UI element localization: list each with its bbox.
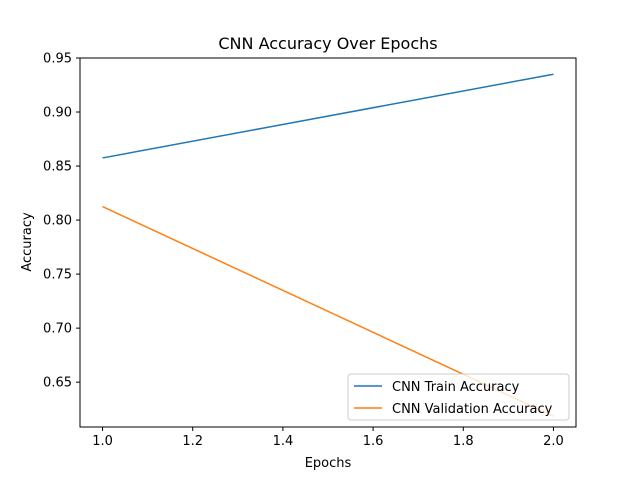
x-axis-ticks: 1.0 1.2 1.4 1.6 1.8 2.0 (92, 427, 564, 449)
x-tick-label: 1.8 (453, 434, 474, 449)
legend-label-train: CNN Train Accuracy (392, 380, 520, 395)
legend: CNN Train Accuracy CNN Validation Accura… (347, 373, 570, 421)
plot-frame (79, 57, 577, 428)
legend-label-validation: CNN Validation Accuracy (392, 402, 553, 417)
chart-title: CNN Accuracy Over Epochs (218, 34, 437, 53)
y-tick-label: 0.75 (43, 268, 72, 283)
y-tick-label: 0.65 (43, 376, 72, 391)
y-tick-label: 0.90 (43, 106, 72, 121)
x-axis-label: Epochs (305, 456, 352, 471)
x-tick-label: 1.0 (92, 434, 113, 449)
x-tick-label: 2.0 (543, 434, 564, 449)
y-tick-label: 0.85 (43, 160, 72, 175)
x-tick-label: 1.2 (182, 434, 203, 449)
x-tick-label: 1.4 (273, 434, 294, 449)
y-axis-ticks: 0.65 0.70 0.75 0.80 0.85 0.90 0.95 (43, 52, 80, 391)
y-tick-label: 0.70 (43, 322, 72, 337)
x-tick-label: 1.6 (363, 434, 384, 449)
y-tick-label: 0.80 (43, 214, 72, 229)
y-tick-label: 0.95 (43, 52, 72, 67)
y-axis-label: Accuracy (20, 212, 35, 272)
legend-box (347, 373, 570, 421)
series-line-0 (102, 73, 554, 159)
plot-background (80, 58, 576, 427)
